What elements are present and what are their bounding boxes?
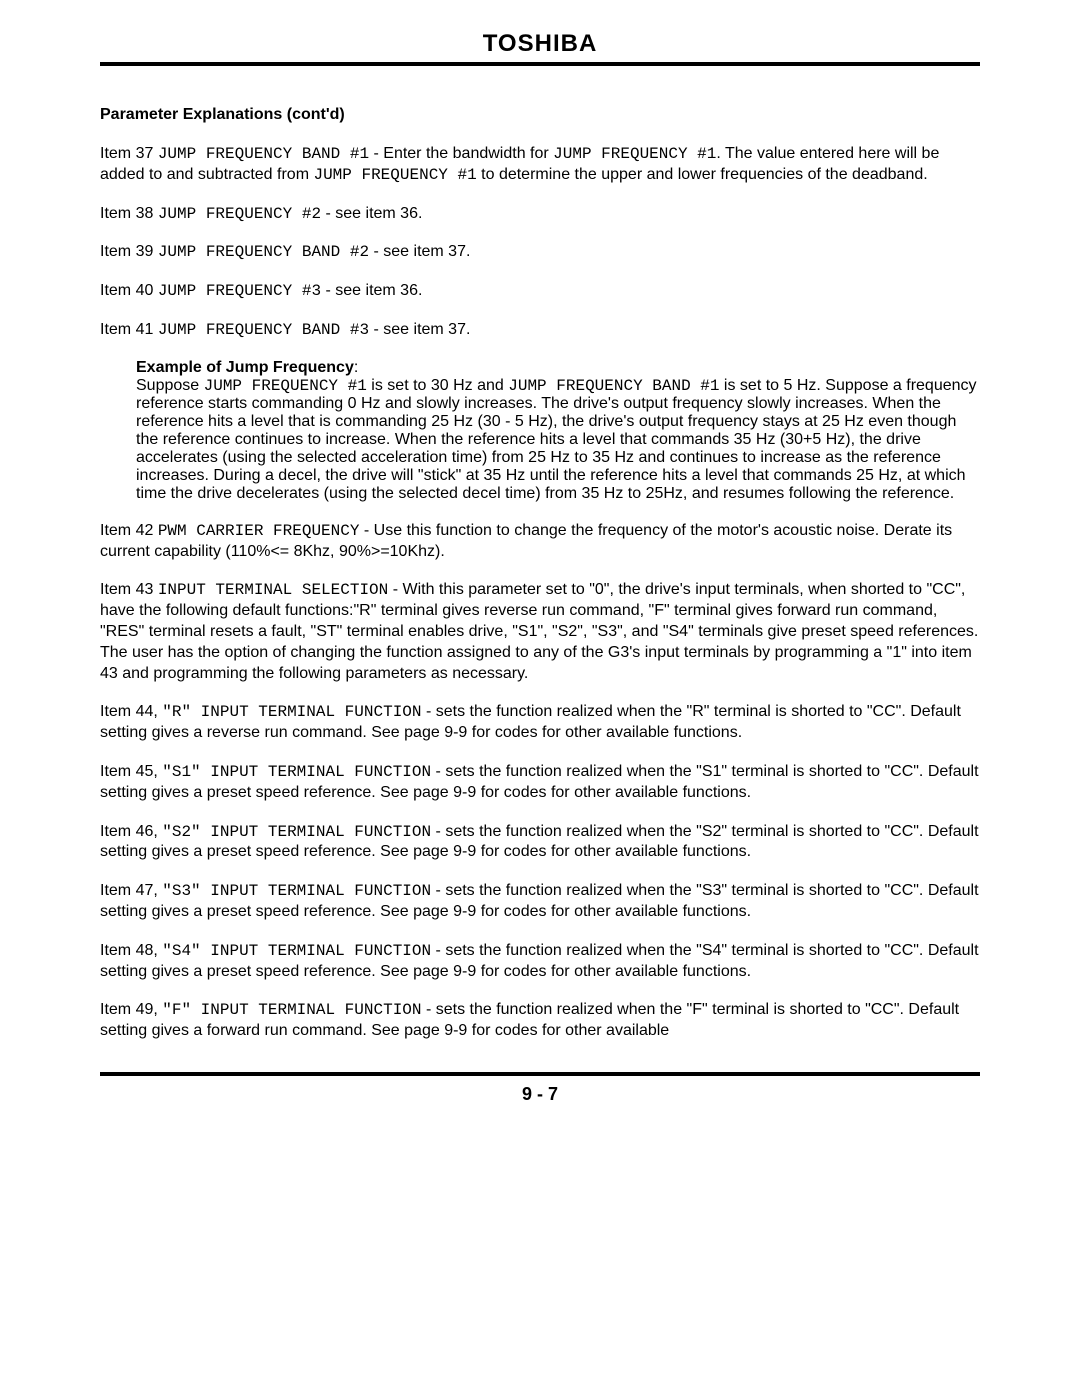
- item-40: Item 40 JUMP FREQUENCY #3 - see item 36.: [100, 281, 980, 302]
- example-text: Suppose: [136, 377, 204, 394]
- item-41: Item 41 JUMP FREQUENCY BAND #3 - see ite…: [100, 320, 980, 341]
- item-prefix: Item 45,: [100, 763, 162, 780]
- item-code: PWM CARRIER FREQUENCY: [158, 522, 360, 540]
- item-code: JUMP FREQUENCY #3: [158, 282, 321, 300]
- item-48: Item 48, "S4" INPUT TERMINAL FUNCTION - …: [100, 941, 980, 983]
- item-code: "S3" INPUT TERMINAL FUNCTION: [162, 882, 431, 900]
- item-code: "S4" INPUT TERMINAL FUNCTION: [162, 942, 431, 960]
- item-prefix: Item 40: [100, 282, 158, 299]
- item-prefix: Item 47,: [100, 882, 162, 899]
- item-45: Item 45, "S1" INPUT TERMINAL FUNCTION - …: [100, 762, 980, 804]
- brand-header: TOSHIBA: [100, 30, 980, 62]
- item-38: Item 38 JUMP FREQUENCY #2 - see item 36.: [100, 204, 980, 225]
- item-code: INPUT TERMINAL SELECTION: [158, 581, 388, 599]
- example-text: is set to 5 Hz. Suppose a frequency refe…: [136, 377, 977, 502]
- item-prefix: Item 48,: [100, 942, 162, 959]
- item-text: - see item 37.: [369, 243, 470, 260]
- item-prefix: Item 43: [100, 581, 158, 598]
- item-code: "S2" INPUT TERMINAL FUNCTION: [162, 823, 431, 841]
- item-49: Item 49, "F" INPUT TERMINAL FUNCTION - s…: [100, 1000, 980, 1042]
- item-prefix: Item 38: [100, 205, 158, 222]
- section-heading: Parameter Explanations (cont'd): [100, 106, 980, 124]
- item-prefix: Item 42: [100, 522, 158, 539]
- example-code: JUMP FREQUENCY BAND #1: [508, 377, 719, 395]
- item-prefix: Item 37: [100, 145, 158, 162]
- item-42: Item 42 PWM CARRIER FREQUENCY - Use this…: [100, 521, 980, 563]
- item-text: - see item 36.: [321, 205, 422, 222]
- item-code: JUMP FREQUENCY BAND #3: [158, 321, 369, 339]
- item-code: "F" INPUT TERMINAL FUNCTION: [162, 1001, 421, 1019]
- item-code: JUMP FREQUENCY #2: [158, 205, 321, 223]
- item-prefix: Item 46,: [100, 823, 162, 840]
- item-46: Item 46, "S2" INPUT TERMINAL FUNCTION - …: [100, 822, 980, 864]
- page-number: 9 - 7: [100, 1084, 980, 1105]
- item-44: Item 44, "R" INPUT TERMINAL FUNCTION - s…: [100, 702, 980, 744]
- item-text: - Enter the bandwidth for: [369, 145, 553, 162]
- item-prefix: Item 41: [100, 321, 158, 338]
- header-rule: [100, 62, 980, 66]
- item-43: Item 43 INPUT TERMINAL SELECTION - With …: [100, 580, 980, 684]
- item-code: JUMP FREQUENCY BAND #2: [158, 243, 369, 261]
- item-code: JUMP FREQUENCY BAND #1: [158, 145, 369, 163]
- item-prefix: Item 39: [100, 243, 158, 260]
- example-colon: :: [354, 359, 358, 376]
- item-code: "R" INPUT TERMINAL FUNCTION: [162, 703, 421, 721]
- document-page: TOSHIBA Parameter Explanations (cont'd) …: [0, 0, 1080, 1145]
- item-47: Item 47, "S3" INPUT TERMINAL FUNCTION - …: [100, 881, 980, 923]
- item-code: "S1" INPUT TERMINAL FUNCTION: [162, 763, 431, 781]
- item-37: Item 37 JUMP FREQUENCY BAND #1 - Enter t…: [100, 144, 980, 186]
- item-text: - see item 36.: [321, 282, 422, 299]
- example-code: JUMP FREQUENCY #1: [204, 377, 367, 395]
- item-code: JUMP FREQUENCY #1: [553, 145, 716, 163]
- item-code: JUMP FREQUENCY #1: [313, 166, 476, 184]
- item-text: to determine the upper and lower frequen…: [477, 166, 928, 183]
- example-heading: Example of Jump Frequency: [136, 359, 354, 376]
- item-39: Item 39 JUMP FREQUENCY BAND #2 - see ite…: [100, 242, 980, 263]
- item-text: - see item 37.: [369, 321, 470, 338]
- item-prefix: Item 49,: [100, 1001, 162, 1018]
- item-prefix: Item 44,: [100, 703, 162, 720]
- footer-rule: [100, 1072, 980, 1076]
- example-block: Example of Jump Frequency: Suppose JUMP …: [136, 359, 980, 503]
- example-text: is set to 30 Hz and: [367, 377, 508, 394]
